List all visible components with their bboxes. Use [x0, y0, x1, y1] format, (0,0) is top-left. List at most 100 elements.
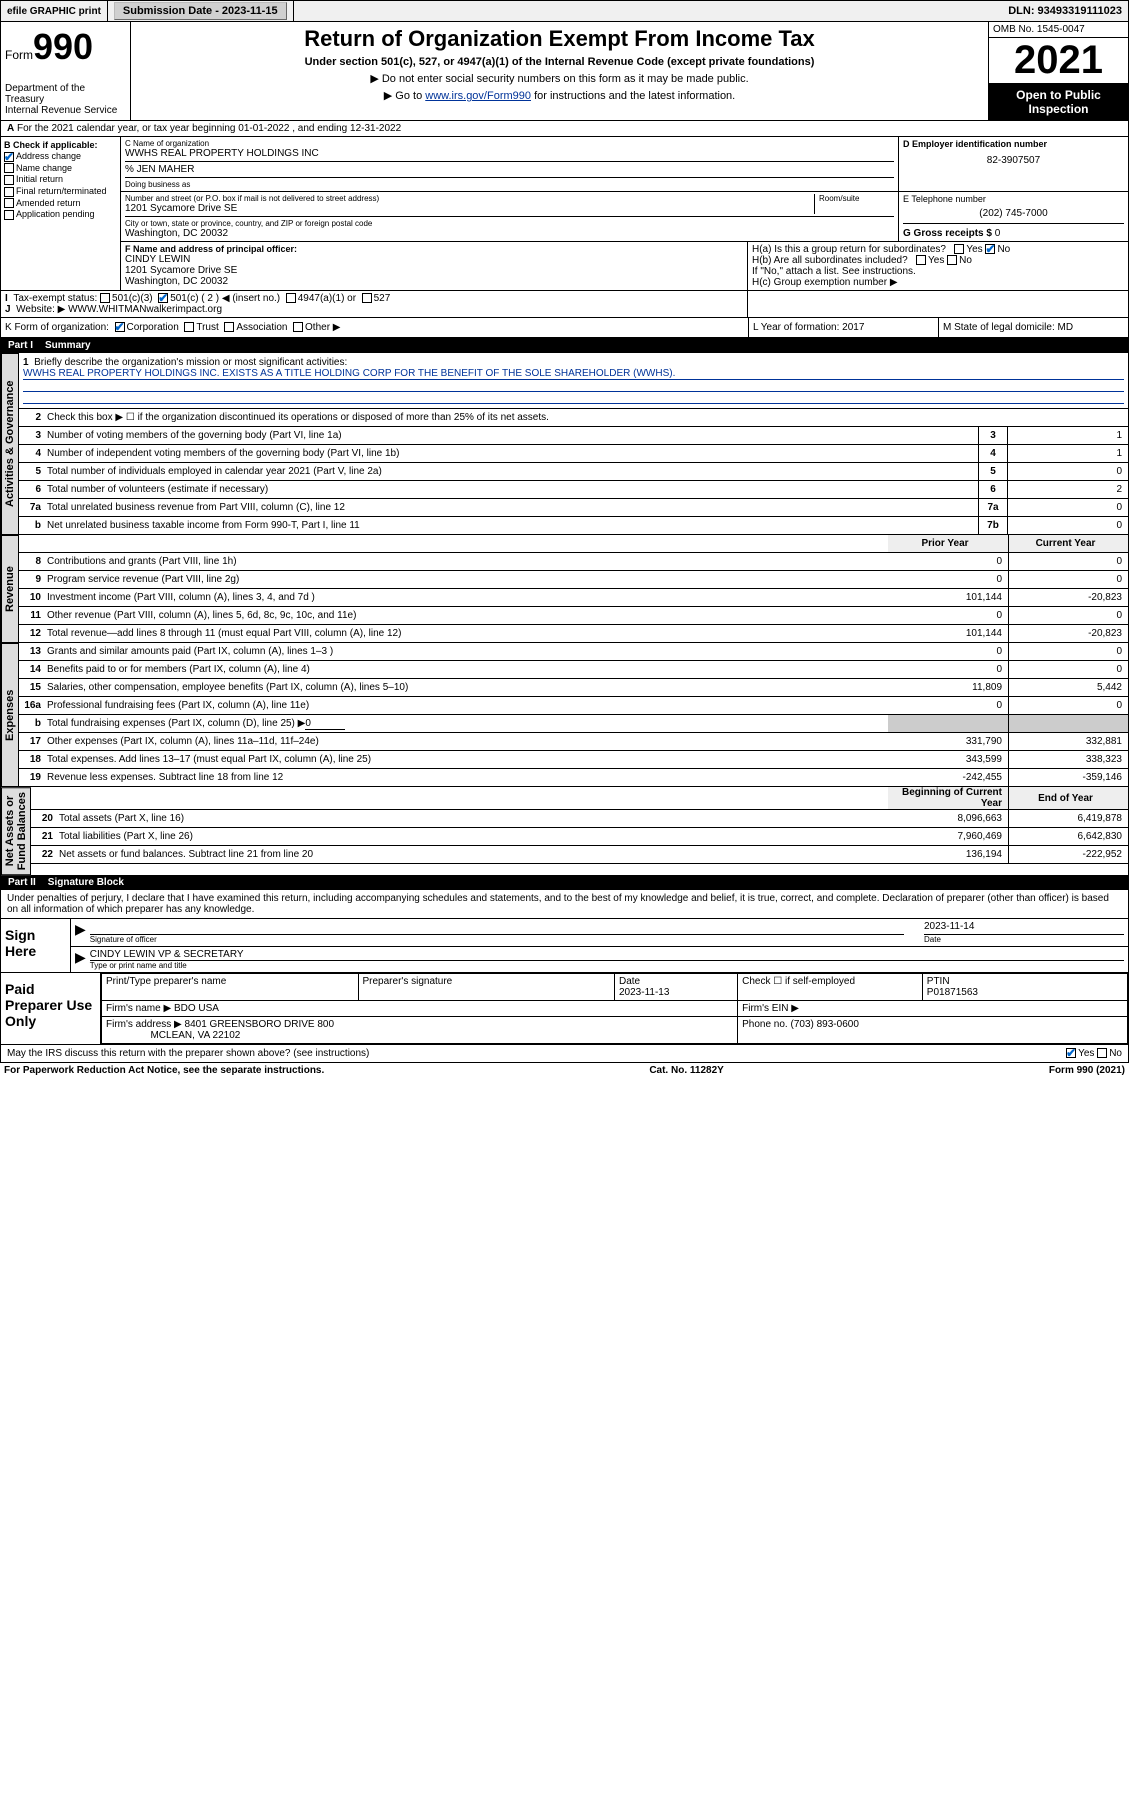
org-name-label: C Name of organization — [125, 139, 894, 148]
street-label: Number and street (or P.O. box if mail i… — [125, 194, 814, 203]
checkbox-address-change[interactable] — [4, 152, 14, 162]
mission-label: Briefly describe the organization's miss… — [34, 357, 347, 368]
preparer-table: Print/Type preparer's name Preparer's si… — [101, 973, 1128, 1044]
val-7a: 0 — [1008, 499, 1128, 516]
section-b-checkboxes: B Check if applicable: Address change Na… — [1, 137, 121, 290]
val-3: 1 — [1008, 427, 1128, 444]
checkbox-ha-no[interactable] — [985, 244, 995, 254]
phone-value: (202) 745-7000 — [903, 208, 1124, 219]
col-end-year: End of Year — [1008, 787, 1128, 809]
checkbox-discuss-yes[interactable] — [1066, 1048, 1076, 1058]
officer-name-label: Type or print name and title — [90, 961, 1124, 970]
val-4: 1 — [1008, 445, 1128, 462]
paid-preparer-label: Paid Preparer Use Only — [1, 973, 101, 1044]
sign-here-label: Sign Here — [1, 919, 71, 972]
firm-phone: (703) 893-0600 — [791, 1019, 859, 1030]
ein-label: D Employer identification number — [903, 139, 1124, 149]
part1-header: Part ISummary — [0, 338, 1129, 353]
officer-addr1: 1201 Sycamore Drive SE — [125, 265, 743, 276]
vtab-net-assets: Net Assets or Fund Balances — [1, 787, 31, 875]
checkbox-association[interactable] — [224, 322, 234, 332]
perjury-declaration: Under penalties of perjury, I declare th… — [0, 890, 1129, 919]
sign-date-label: Date — [924, 935, 1124, 944]
city-value: Washington, DC 20032 — [125, 228, 894, 239]
dba-label: Doing business as — [125, 177, 894, 189]
submission-date-button[interactable]: Submission Date - 2023-11-15 — [114, 2, 287, 20]
city-label: City or town, state or province, country… — [125, 219, 894, 228]
form-subtitle: Under section 501(c), 527, or 4947(a)(1)… — [139, 56, 980, 68]
checkbox-501c[interactable] — [158, 293, 168, 303]
instructions-link-line: ▶ Go to www.irs.gov/Form990 for instruct… — [139, 89, 980, 102]
checkbox-4947a1[interactable] — [286, 293, 296, 303]
line-i-j: I Tax-exempt status: 501(c)(3) 501(c) ( … — [0, 291, 1129, 318]
firm-addr1: 8401 GREENSBORO DRIVE 800 — [185, 1019, 335, 1030]
gross-receipts-label: G Gross receipts $ — [903, 228, 992, 239]
signature-label: Signature of officer — [90, 935, 904, 944]
entity-info-block: B Check if applicable: Address change Na… — [0, 137, 1129, 291]
val-6: 2 — [1008, 481, 1128, 498]
line2: Check this box ▶ ☐ if the organization d… — [47, 412, 1128, 423]
vtab-expenses: Expenses — [1, 643, 19, 787]
prep-date: 2023-11-13 — [619, 987, 669, 998]
page-footer: For Paperwork Reduction Act Notice, see … — [0, 1063, 1129, 1078]
website-value: WWW.WHITMANwalkerimpact.org — [68, 304, 222, 315]
form-header: Form990 Department of the Treasury Inter… — [0, 22, 1129, 121]
form-number: Form990 — [5, 26, 126, 68]
activities-governance-section: Activities & Governance 1 Briefly descri… — [0, 353, 1129, 535]
top-toolbar: efile GRAPHIC print Submission Date - 20… — [0, 0, 1129, 22]
officer-addr2: Washington, DC 20032 — [125, 276, 743, 287]
checkbox-other[interactable] — [293, 322, 303, 332]
efile-label: efile GRAPHIC print — [1, 1, 108, 21]
val-5: 0 — [1008, 463, 1128, 480]
part2-header: Part IISignature Block — [0, 875, 1129, 890]
mission-text: WWHS REAL PROPERTY HOLDINGS INC. EXISTS … — [23, 368, 1124, 380]
val-7b: 0 — [1008, 517, 1128, 534]
tax-year: 2021 — [989, 38, 1128, 84]
col-prior-year: Prior Year — [888, 535, 1008, 552]
state-domicile: MD — [1058, 322, 1074, 333]
checkbox-name-change[interactable] — [4, 163, 14, 173]
checkbox-trust[interactable] — [184, 322, 194, 332]
checkbox-ha-yes[interactable] — [954, 244, 964, 254]
checkbox-initial-return[interactable] — [4, 175, 14, 185]
gross-receipts-value: 0 — [995, 228, 1001, 239]
checkbox-hb-yes[interactable] — [916, 255, 926, 265]
sign-here-block: Sign Here ▶ Signature of officer 2023-11… — [0, 919, 1129, 973]
ein-value: 82-3907507 — [903, 155, 1124, 166]
checkbox-527[interactable] — [362, 293, 372, 303]
irs-link[interactable]: www.irs.gov/Form990 — [425, 90, 531, 102]
public-inspection-badge: Open to Public Inspection — [989, 84, 1128, 120]
year-formation: 2017 — [842, 322, 864, 333]
fundraising-total: 0 — [305, 718, 345, 730]
ptin-value: P01871563 — [927, 987, 978, 998]
dln-label: DLN: 93493319111023 — [1002, 1, 1128, 21]
vtab-activities: Activities & Governance — [1, 353, 19, 535]
firm-name: BDO USA — [174, 1003, 219, 1014]
h-c: H(c) Group exemption number ▶ — [752, 277, 1124, 288]
col-current-year: Current Year — [1008, 535, 1128, 552]
checkbox-hb-no[interactable] — [947, 255, 957, 265]
officer-label: F Name and address of principal officer: — [125, 244, 743, 254]
checkbox-discuss-no[interactable] — [1097, 1048, 1107, 1058]
h-a: H(a) Is this a group return for subordin… — [752, 244, 1124, 255]
col-beginning-year: Beginning of Current Year — [888, 787, 1008, 809]
org-name: WWHS REAL PROPERTY HOLDINGS INC — [125, 148, 894, 159]
checkbox-501c3[interactable] — [100, 293, 110, 303]
checkbox-amended-return[interactable] — [4, 198, 14, 208]
department-label: Department of the Treasury Internal Reve… — [5, 83, 126, 116]
line-k-l-m: K Form of organization: Corporation Trus… — [0, 318, 1129, 338]
room-suite-label: Room/suite — [814, 194, 894, 214]
omb-number: OMB No. 1545-0047 — [989, 22, 1128, 38]
firm-ein-label: Firm's EIN ▶ — [738, 1001, 1128, 1017]
officer-name: CINDY LEWIN — [125, 254, 743, 265]
street-value: 1201 Sycamore Drive SE — [125, 203, 814, 214]
officer-signature-name: CINDY LEWIN VP & SECRETARY — [90, 949, 1124, 961]
firm-addr2: MCLEAN, VA 22102 — [150, 1030, 240, 1041]
care-of: % JEN MAHER — [125, 161, 894, 175]
checkbox-corporation[interactable] — [115, 322, 125, 332]
checkbox-final-return[interactable] — [4, 187, 14, 197]
checkbox-application-pending[interactable] — [4, 210, 14, 220]
irs-discuss-line: May the IRS discuss this return with the… — [0, 1045, 1129, 1063]
vtab-revenue: Revenue — [1, 535, 19, 643]
form-title: Return of Organization Exempt From Incom… — [139, 26, 980, 52]
